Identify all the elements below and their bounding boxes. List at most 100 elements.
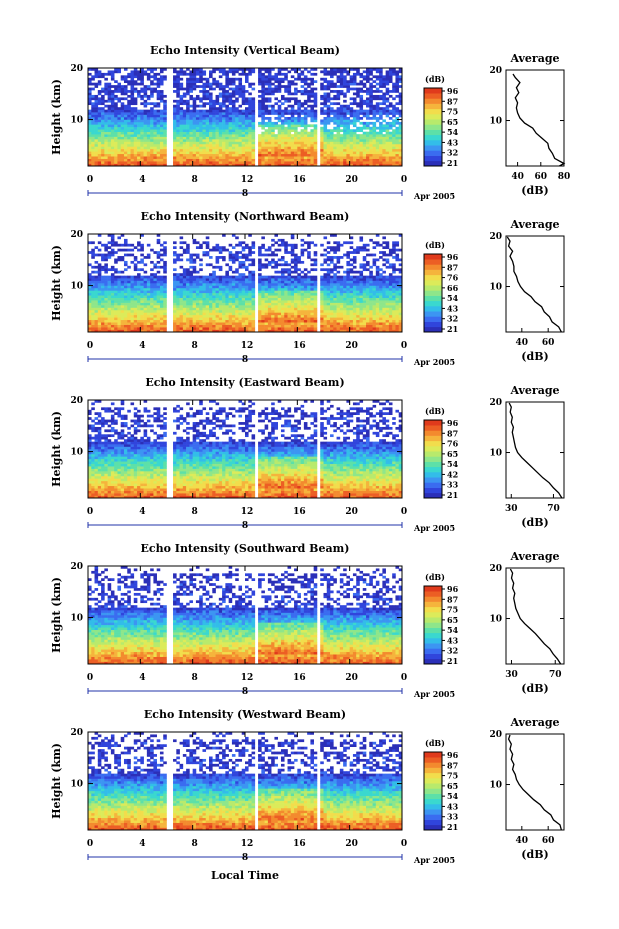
heatmap-cell [127,119,131,123]
colorbar-unit: (dB) [425,74,445,84]
heatmap-cell [346,109,350,113]
heatmap-cell [294,253,298,257]
heatmap-cell [379,112,383,115]
heatmap-cell [261,305,265,308]
heatmap-cell [146,280,151,284]
heatmap-cell [261,75,265,79]
heatmap-cell [346,117,350,120]
heatmap-cell [173,117,177,120]
heatmap-cell [212,148,216,152]
heatmap-cell [379,131,383,135]
heatmap-cell [107,104,112,108]
heatmap-cell [300,324,305,328]
heatmap-cell [159,70,164,74]
heatmap-cell [97,158,102,162]
heatmap-cell [137,278,141,281]
heatmap-cell [202,314,207,318]
heatmap-cell [159,295,164,298]
heatmap-cell [287,70,292,74]
heatmap-cell [284,87,288,91]
heatmap-cell [91,134,95,137]
heatmap-cell [120,131,125,135]
heatmap-cell [189,287,193,291]
heatmap-cell [379,153,383,157]
heatmap-cell [212,70,216,74]
heatmap-cell [241,158,246,162]
heatmap-cell [261,322,265,325]
heatmap-cell [245,68,249,71]
heatmap-cell [287,148,292,152]
heatmap-cell [264,87,269,91]
heatmap-cell [225,139,229,142]
heatmap-cell [104,161,108,164]
heatmap-cell [349,151,354,155]
heatmap-cell [176,107,180,110]
heatmap-cell [349,134,354,137]
heatmap-cell [163,241,167,245]
heatmap-cell [153,131,157,135]
heatmap-cell [294,70,298,74]
heatmap-cell [297,151,301,155]
heatmap-cell [199,163,203,167]
heatmap-cell [362,131,367,135]
heatmap [88,234,403,333]
heatmap-cell [97,151,102,155]
heatmap-cell [326,119,331,123]
heatmap-cell [123,77,128,81]
heatmap-cell [264,82,269,86]
heatmap-cell [258,278,262,281]
heatmap-cell [218,295,223,298]
heatmap-cell [261,82,265,86]
heatmap-cell [192,287,197,291]
heatmap-cell [225,317,229,321]
heatmap-cell [176,112,180,115]
heatmap-cell [163,278,167,281]
heatmap-cell [218,329,223,333]
heatmap-cell [159,80,164,83]
heatmap-cell [97,263,102,267]
heatmap-cell [352,114,357,118]
heatmap-cell [277,126,282,130]
heatmap-cell [231,139,236,142]
panel-2: Echo Intensity (Northward Beam)1020Heigh… [50,210,565,367]
heatmap-cell [173,297,177,301]
heatmap-cell [104,305,108,308]
heatmap-cell [258,112,262,115]
heatmap-cell [238,112,243,115]
heatmap-cell [209,75,213,79]
heatmap-cell [123,161,128,164]
heatmap-cell [192,241,197,245]
heatmap-cell [195,126,200,130]
heatmap-cell [94,99,99,103]
heatmap-cell [104,265,108,269]
heatmap-cell [120,134,125,137]
heatmap-cell [110,121,115,125]
heatmap-cell [215,324,220,328]
heatmap-cell [117,119,122,123]
heatmap-cell [117,136,122,140]
heatmap-cell [195,322,200,325]
heatmap-cell [297,295,301,298]
heatmap-cell [290,312,295,316]
heatmap-cell [117,300,122,303]
heatmap-cell [104,275,108,279]
heatmap-cell [173,292,177,296]
heatmap-cell [173,309,177,313]
heatmap-cell [251,327,256,330]
heatmap-cell [228,112,233,115]
heatmap-cell [205,317,210,321]
heatmap-cell [388,68,393,71]
heatmap-cell [241,322,246,325]
heatmap-cell [267,305,272,308]
heatmap-cell [333,129,337,132]
heatmap-cell [225,148,229,152]
heatmap-cell [163,119,167,123]
heatmap-cell [195,158,200,162]
heatmap-cell [186,85,190,88]
heatmap-cell [379,82,383,86]
heatmap-cell [398,121,403,125]
heatmap-cell [222,312,226,316]
heatmap-cell [91,119,95,123]
heatmap-cell [385,109,390,113]
heatmap-cell [346,134,350,137]
